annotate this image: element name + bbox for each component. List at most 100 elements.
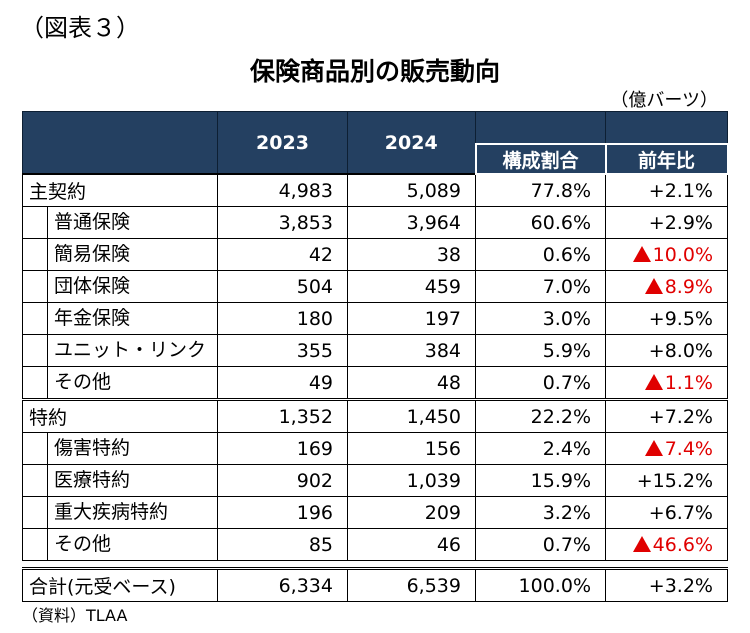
row-name-cell: 主契約 xyxy=(22,173,218,207)
value-2024: 459 xyxy=(347,270,476,303)
value-2023: 169 xyxy=(217,432,348,465)
yoy-value: +9.5% xyxy=(648,307,713,330)
header-share: 構成割合 xyxy=(474,143,607,175)
row-name-cell: ユニット・リンク xyxy=(22,334,218,367)
row-name-cell: 団体保険 xyxy=(22,270,218,303)
value-2024: 48 xyxy=(347,366,476,400)
yoy-value: +15.2% xyxy=(636,469,713,492)
row-name-cell: 合計(元受ベース) xyxy=(22,567,218,602)
value-2024: 6,539 xyxy=(347,567,476,602)
value-2024: 38 xyxy=(347,238,476,271)
row-name: 年金保険 xyxy=(47,303,217,334)
yoy-value-cell: +9.5% xyxy=(605,302,728,335)
value-2023: 196 xyxy=(217,496,348,529)
header-row-bottom: 構成割合 前年比 xyxy=(23,143,729,175)
table-row: その他 85 46 0.7% 46.6% xyxy=(22,528,728,561)
value-2024: 384 xyxy=(347,334,476,367)
yoy-value: 8.9% xyxy=(664,275,713,298)
value-2023: 4,983 xyxy=(217,173,348,207)
decrease-triangle-icon xyxy=(644,373,663,390)
row-name: その他 xyxy=(47,529,217,560)
share-value: 15.9% xyxy=(475,464,606,497)
table-row: 簡易保険 42 38 0.6% 10.0% xyxy=(22,238,728,271)
yoy-value-cell: +7.2% xyxy=(605,398,728,433)
row-name: 特約 xyxy=(29,407,68,429)
yoy-value: +8.0% xyxy=(648,339,713,362)
table-row: ユニット・リンク 355 384 5.9% +8.0% xyxy=(22,334,728,367)
yoy-value-cell: +15.2% xyxy=(605,464,728,497)
header-blank-share xyxy=(475,111,606,145)
row-name-cell: 特約 xyxy=(22,398,218,433)
value-2023: 85 xyxy=(217,528,348,561)
page-title: 保険商品別の販売動向 xyxy=(249,57,500,86)
value-2023: 504 xyxy=(217,270,348,303)
value-2024: 5,089 xyxy=(347,173,476,207)
value-2024: 1,039 xyxy=(347,464,476,497)
yoy-value-cell: +8.0% xyxy=(605,334,728,367)
row-name-cell: その他 xyxy=(22,528,218,561)
decrease-triangle-icon xyxy=(632,245,651,262)
value-2024: 197 xyxy=(347,302,476,335)
value-2023: 49 xyxy=(217,366,348,400)
row-name-cell: 簡易保険 xyxy=(22,238,218,271)
row-name-cell: その他 xyxy=(22,366,218,400)
value-2024: 156 xyxy=(347,432,476,465)
table-row: 年金保険 180 197 3.0% +9.5% xyxy=(22,302,728,335)
yoy-value-cell: +2.1% xyxy=(605,173,728,207)
yoy-value: +6.7% xyxy=(648,501,713,524)
share-value: 2.4% xyxy=(475,432,606,465)
spacer-row xyxy=(23,561,728,569)
share-value: 77.8% xyxy=(475,173,606,207)
decrease-triangle-icon xyxy=(644,439,663,456)
header-row-top: 2023 2024 xyxy=(22,111,728,175)
value-2023: 42 xyxy=(217,238,348,271)
table-row: 傷害特約 169 156 2.4% 7.4% xyxy=(22,432,728,465)
table-row: 医療特約 902 1,039 15.9% +15.2% xyxy=(22,464,728,497)
yoy-value: +7.2% xyxy=(648,405,713,428)
row-name: 傷害特約 xyxy=(47,433,217,464)
share-value: 3.0% xyxy=(475,302,606,335)
share-value: 0.7% xyxy=(475,528,606,561)
value-2023: 6,334 xyxy=(217,567,348,602)
row-name: 合計(元受ベース) xyxy=(29,576,176,598)
row-name: 主契約 xyxy=(29,181,87,203)
row-name: 団体保険 xyxy=(47,271,217,302)
decrease-triangle-icon xyxy=(644,277,663,294)
value-2023: 3,853 xyxy=(217,206,348,239)
table-row: 団体保険 504 459 7.0% 8.9% xyxy=(22,270,728,303)
header-2023: 2023 xyxy=(217,111,348,175)
value-2024: 1,450 xyxy=(347,398,476,433)
row-name: 簡易保険 xyxy=(47,239,217,270)
header-yoy: 前年比 xyxy=(604,143,729,175)
share-value: 7.0% xyxy=(475,270,606,303)
table-row: 主契約 4,983 5,089 77.8% +2.1% xyxy=(22,173,728,207)
value-2023: 1,352 xyxy=(217,398,348,433)
value-2023: 355 xyxy=(217,334,348,367)
row-name-cell: 年金保険 xyxy=(22,302,218,335)
yoy-value-cell: 7.4% xyxy=(605,432,728,465)
table-row: その他 49 48 0.7% 1.1% xyxy=(22,366,728,400)
row-name: 重大疾病特約 xyxy=(47,497,217,528)
yoy-value: 10.0% xyxy=(652,243,713,266)
row-name-cell: 傷害特約 xyxy=(22,432,218,465)
figure-label: （図表３） xyxy=(20,14,140,42)
header-blank-yoy xyxy=(605,111,728,145)
value-2024: 3,964 xyxy=(347,206,476,239)
row-name-cell: 普通保険 xyxy=(22,206,218,239)
yoy-value-cell: +2.9% xyxy=(605,206,728,239)
total-row: 合計(元受ベース) 6,334 6,539 100.0% +3.2% xyxy=(22,567,728,602)
table-row: 重大疾病特約 196 209 3.2% +6.7% xyxy=(22,496,728,529)
yoy-value: +2.9% xyxy=(648,211,713,234)
table-row: 普通保険 3,853 3,964 60.6% +2.9% xyxy=(22,206,728,239)
header-blank-cell xyxy=(22,111,218,175)
yoy-value: +2.1% xyxy=(648,179,713,202)
share-value: 22.2% xyxy=(475,398,606,433)
row-name: 普通保険 xyxy=(47,207,217,238)
value-2023: 902 xyxy=(217,464,348,497)
row-name: ユニット・リンク xyxy=(47,335,217,366)
yoy-value-cell: +6.7% xyxy=(605,496,728,529)
yoy-value: 7.4% xyxy=(664,437,713,460)
row-name: その他 xyxy=(47,367,217,398)
source-note: （資料）TLAA xyxy=(22,606,128,625)
table-row: 特約 1,352 1,450 22.2% +7.2% xyxy=(22,398,728,433)
